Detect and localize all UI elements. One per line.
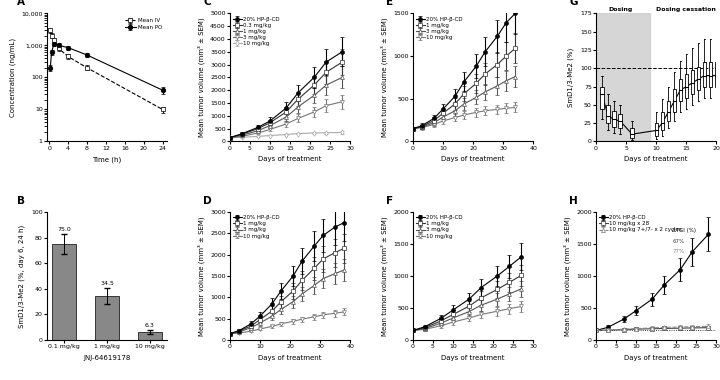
X-axis label: Days of treatment: Days of treatment bbox=[441, 355, 505, 361]
Bar bbox=[660, 112, 664, 130]
Text: H: H bbox=[570, 196, 578, 206]
X-axis label: Days of treatment: Days of treatment bbox=[441, 156, 505, 162]
Bar bbox=[685, 74, 688, 98]
X-axis label: Days of treatment: Days of treatment bbox=[624, 156, 688, 162]
Text: 6.3: 6.3 bbox=[145, 323, 155, 328]
Bar bbox=[690, 70, 694, 94]
Legend: 20% HP-β-CD, 1 mg/kg, 3 mg/kg, 10 mg/kg: 20% HP-β-CD, 1 mg/kg, 3 mg/kg, 10 mg/kg bbox=[233, 215, 280, 239]
Y-axis label: SmD1/3-Me2 (%, day 6, 24 h): SmD1/3-Me2 (%, day 6, 24 h) bbox=[19, 225, 25, 328]
Bar bbox=[667, 101, 670, 121]
Text: G: G bbox=[570, 0, 578, 7]
Y-axis label: Mean tumor volume (mm³ ± SEM): Mean tumor volume (mm³ ± SEM) bbox=[563, 216, 571, 336]
Bar bbox=[613, 111, 616, 127]
Bar bbox=[600, 87, 603, 109]
X-axis label: Days of treatment: Days of treatment bbox=[624, 355, 688, 361]
Text: ΔTGI (%): ΔTGI (%) bbox=[672, 228, 696, 233]
Legend: 20% HP-β-CD, 1 mg/kg, 3 mg/kg, 10 mg/kg: 20% HP-β-CD, 1 mg/kg, 3 mg/kg, 10 mg/kg bbox=[415, 215, 464, 239]
Text: 67%: 67% bbox=[672, 239, 685, 244]
Bar bbox=[672, 89, 676, 112]
Bar bbox=[618, 114, 621, 128]
Text: 75.0: 75.0 bbox=[57, 227, 71, 232]
Text: C: C bbox=[203, 0, 211, 7]
Bar bbox=[631, 128, 634, 138]
Y-axis label: Mean tumor volume (mm³ ± SEM): Mean tumor volume (mm³ ± SEM) bbox=[197, 17, 204, 137]
Bar bbox=[596, 13, 650, 141]
Bar bbox=[95, 296, 119, 340]
Text: 77%: 77% bbox=[672, 249, 685, 254]
X-axis label: Time (h): Time (h) bbox=[92, 156, 122, 163]
Bar bbox=[138, 332, 162, 340]
Bar bbox=[703, 62, 706, 87]
Bar bbox=[697, 67, 700, 90]
Text: Dosing: Dosing bbox=[608, 7, 632, 12]
Bar bbox=[654, 123, 658, 136]
Bar bbox=[679, 79, 682, 101]
Text: D: D bbox=[203, 196, 212, 206]
X-axis label: Days of treatment: Days of treatment bbox=[258, 156, 322, 162]
Y-axis label: Mean tumor volume (mm³ ± SEM): Mean tumor volume (mm³ ± SEM) bbox=[380, 17, 387, 137]
Bar bbox=[708, 62, 712, 87]
Text: A: A bbox=[17, 0, 24, 7]
Y-axis label: Mean tumor volume (mm³ ± SEM): Mean tumor volume (mm³ ± SEM) bbox=[197, 216, 204, 336]
Text: 34.5: 34.5 bbox=[100, 281, 114, 286]
Legend: 20% HP-β-CD, 1 mg/kg, 3 mg/kg, 10 mg/kg: 20% HP-β-CD, 1 mg/kg, 3 mg/kg, 10 mg/kg bbox=[415, 16, 464, 41]
Text: B: B bbox=[17, 196, 24, 206]
Bar bbox=[606, 105, 610, 123]
Y-axis label: Mean tumor volume (mm³ ± SEM): Mean tumor volume (mm³ ± SEM) bbox=[380, 216, 387, 336]
X-axis label: Days of treatment: Days of treatment bbox=[258, 355, 322, 361]
Legend: 20% HP-β-CD, 10 mg/kg x 28, 10 mg/kg 7+/7- x 2 cycles: 20% HP-β-CD, 10 mg/kg x 28, 10 mg/kg 7+/… bbox=[599, 215, 683, 233]
Y-axis label: SmD1/3-Me2 (%): SmD1/3-Me2 (%) bbox=[568, 48, 575, 107]
Legend: 20% HP-β-CD, 0.3 mg/kg, 1 mg/kg, 3 mg/kg, 10 mg/kg: 20% HP-β-CD, 0.3 mg/kg, 1 mg/kg, 3 mg/kg… bbox=[233, 16, 280, 47]
Legend: Mean IV, Mean PO: Mean IV, Mean PO bbox=[122, 16, 164, 32]
Text: F: F bbox=[387, 196, 394, 206]
Text: E: E bbox=[387, 0, 394, 7]
Bar bbox=[715, 62, 718, 87]
Text: Dosing cessation: Dosing cessation bbox=[657, 7, 716, 12]
Bar bbox=[53, 244, 76, 340]
Y-axis label: Concentration (ng/mL): Concentration (ng/mL) bbox=[9, 38, 16, 117]
X-axis label: JNJ-64619178: JNJ-64619178 bbox=[84, 355, 131, 361]
